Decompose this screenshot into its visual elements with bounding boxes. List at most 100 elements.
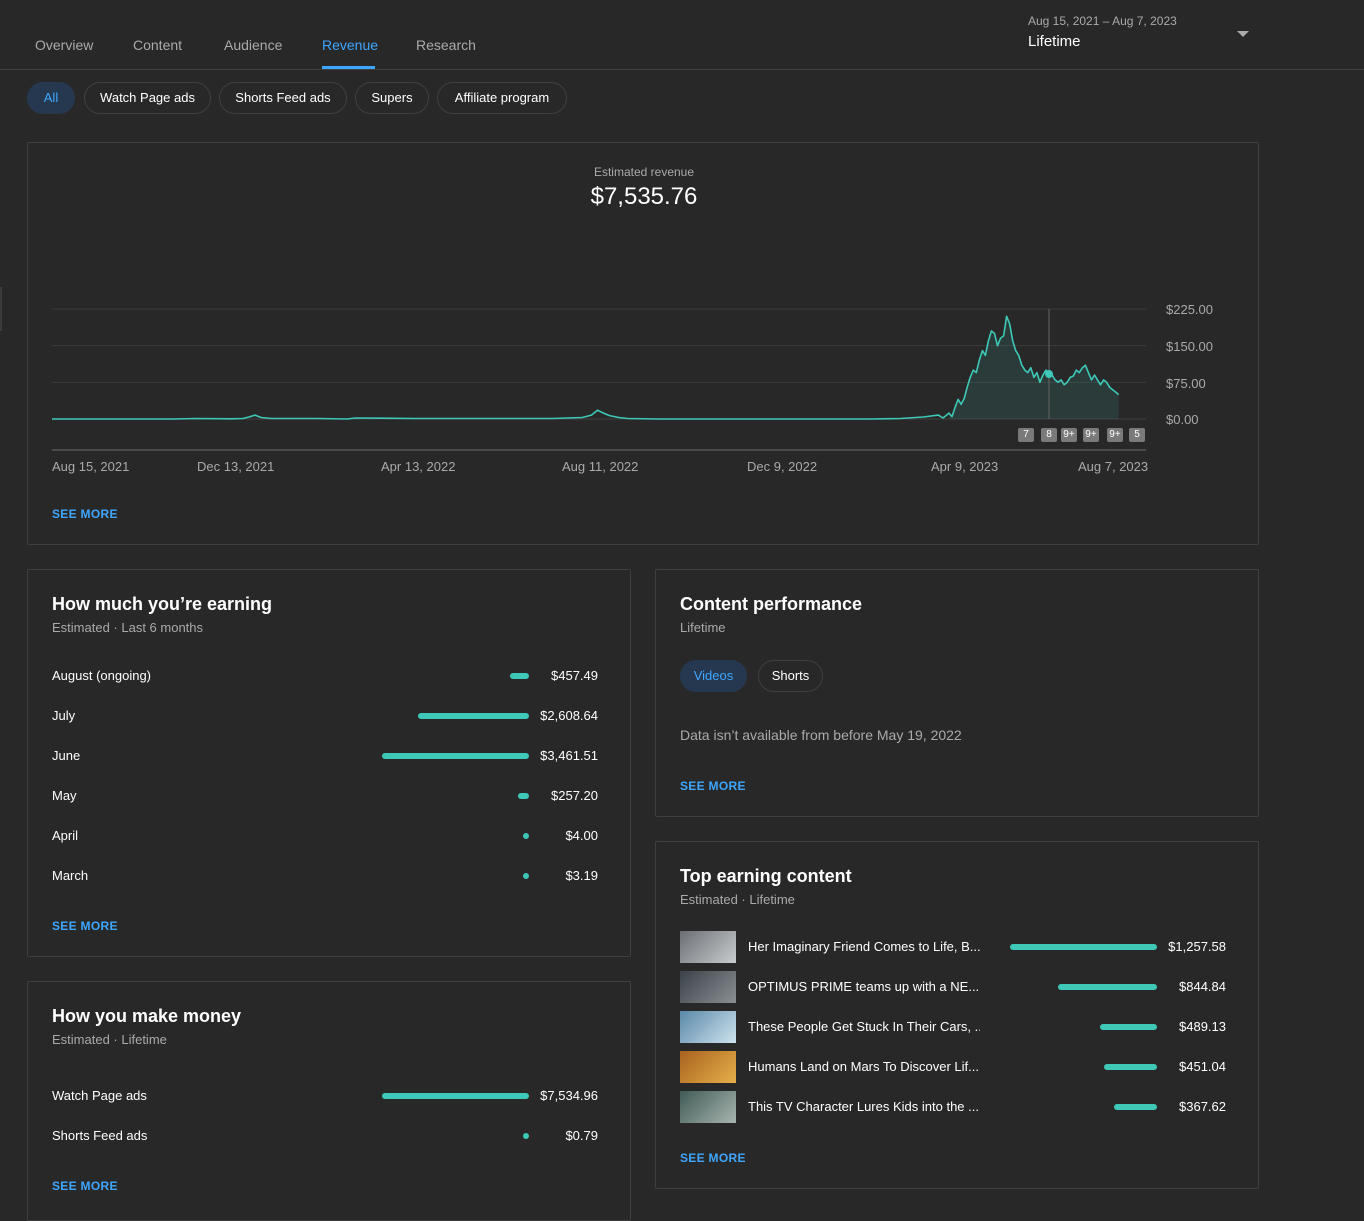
- make-money-see-more-link[interactable]: SEE MORE: [52, 1179, 118, 1193]
- earning-row-label: April: [52, 828, 79, 843]
- revenue-area-fill: [949, 316, 1119, 419]
- x-tick-label: Apr 13, 2022: [381, 459, 456, 474]
- chip-affiliate-program[interactable]: Affiliate program: [437, 82, 567, 114]
- earning-row-value: $2,608.64: [540, 708, 598, 723]
- x-tick-label: Aug 11, 2022: [562, 459, 639, 474]
- metric-label: Estimated revenue: [593, 165, 695, 179]
- date-range-dates: Aug 15, 2021 – Aug 7, 2023: [1028, 14, 1177, 28]
- video-revenue-value: $367.62: [1179, 1099, 1226, 1114]
- video-revenue-value: $844.84: [1179, 979, 1226, 994]
- earning-row-value: $4.00: [565, 828, 598, 843]
- earning-row-bar: [518, 793, 529, 799]
- upload-marker[interactable]: 5: [1129, 428, 1145, 442]
- tab-overview[interactable]: Overview: [35, 37, 94, 53]
- metric-value: $7,535.76: [590, 183, 698, 210]
- content-performance-title: Content performance: [680, 594, 863, 614]
- video-thumbnail[interactable]: [680, 1091, 736, 1123]
- revenue-source-row-value: $0.79: [565, 1128, 598, 1143]
- revenue-source-row-label: Watch Page ads: [52, 1088, 147, 1103]
- earning-row-label: July: [52, 708, 76, 723]
- video-title[interactable]: This TV Character Lures Kids into the ..…: [748, 1099, 979, 1114]
- tab-revenue[interactable]: Revenue: [322, 37, 379, 53]
- earning-row-label: May: [52, 788, 77, 803]
- chevron-down-icon[interactable]: [1237, 31, 1249, 37]
- video-revenue-bar: [1010, 944, 1157, 950]
- revenue-source-row-value: $7,534.96: [540, 1088, 598, 1103]
- y-tick-label: $225.00: [1166, 302, 1213, 317]
- video-revenue-value: $451.04: [1179, 1059, 1226, 1074]
- video-thumbnail[interactable]: [680, 1051, 736, 1083]
- date-range-selector[interactable]: Aug 15, 2021 – Aug 7, 2023 Lifetime: [1028, 14, 1177, 50]
- upload-marker[interactable]: 8: [1041, 428, 1057, 442]
- top-earning-content-card: Top earning content Estimated · Lifetime…: [655, 841, 1259, 1189]
- earning-row-label: August (ongoing): [52, 668, 152, 683]
- chip-all[interactable]: All: [27, 82, 75, 114]
- make-money-card-title: How you make money: [52, 1006, 242, 1026]
- revenue-see-more-link[interactable]: SEE MORE: [52, 507, 118, 521]
- date-range-label: Lifetime: [1028, 33, 1081, 50]
- top-earning-subtitle: Estimated · Lifetime: [680, 892, 795, 907]
- video-revenue-bar: [1058, 984, 1157, 990]
- earning-card: How much you’re earning Estimated · Last…: [27, 569, 631, 957]
- y-tick-label: $75.00: [1166, 376, 1206, 391]
- x-tick-label: Dec 13, 2021: [197, 459, 275, 474]
- video-revenue-bar: [1100, 1024, 1157, 1030]
- revenue-source-row-label: Shorts Feed ads: [52, 1128, 148, 1143]
- video-thumbnail[interactable]: [680, 931, 736, 963]
- revenue-source-row-bar: [523, 1133, 529, 1139]
- video-revenue-bar: [1114, 1104, 1157, 1110]
- tab-audience[interactable]: Audience: [224, 37, 283, 53]
- x-tick-label: Aug 15, 2021: [52, 459, 130, 474]
- chip-shorts[interactable]: Shorts: [758, 660, 823, 692]
- x-tick-label: Apr 9, 2023: [931, 459, 999, 474]
- earning-card-subtitle: Estimated · Last 6 months: [52, 620, 204, 635]
- earning-card-title: How much you’re earning: [52, 594, 273, 614]
- make-money-card-subtitle: Estimated · Lifetime: [52, 1032, 167, 1047]
- video-thumbnail[interactable]: [680, 1011, 736, 1043]
- y-tick-label: $150.00: [1166, 339, 1213, 354]
- upload-marker[interactable]: 9+: [1061, 428, 1077, 442]
- content-performance-see-more-link[interactable]: SEE MORE: [680, 779, 746, 793]
- upload-marker[interactable]: 9+: [1083, 428, 1099, 442]
- earning-row-label: June: [52, 748, 81, 763]
- revenue-series-line: [52, 315, 1120, 420]
- video-revenue-value: $489.13: [1179, 1019, 1226, 1034]
- video-title[interactable]: Her Imaginary Friend Comes to Life, B...: [748, 939, 980, 954]
- tab-research[interactable]: Research: [416, 37, 476, 53]
- upload-marker[interactable]: 9+: [1107, 428, 1123, 442]
- content-performance-subtitle: Lifetime: [680, 620, 726, 635]
- revenue-chart-card: Estimated revenue $7,535.76 SEE MORE: [27, 142, 1259, 545]
- x-tick-label: Aug 7, 2023: [1078, 459, 1149, 474]
- earning-row-bar: [523, 873, 529, 879]
- tab-content[interactable]: Content: [133, 37, 183, 53]
- active-tab-underline: [322, 66, 375, 69]
- video-title[interactable]: Humans Land on Mars To Discover Lif...: [748, 1059, 979, 1074]
- hover-data-point[interactable]: [1045, 370, 1054, 379]
- top-earning-see-more-link[interactable]: SEE MORE: [680, 1151, 746, 1165]
- earning-row-value: $457.49: [551, 668, 598, 683]
- y-tick-label: $0.00: [1166, 412, 1199, 427]
- top-earning-title: Top earning content: [680, 866, 852, 886]
- data-unavailable-message: Data isn’t available from before May 19,…: [680, 727, 962, 743]
- earning-row-bar: [382, 753, 529, 759]
- video-revenue-value: $1,257.58: [1168, 939, 1226, 954]
- earning-row-value: $3,461.51: [540, 748, 598, 763]
- make-money-card: How you make money Estimated · Lifetime …: [27, 981, 631, 1221]
- video-title[interactable]: These People Get Stuck In Their Cars, ..…: [748, 1019, 980, 1034]
- upload-marker[interactable]: 7: [1018, 428, 1034, 442]
- chip-watch-page-ads[interactable]: Watch Page ads: [84, 82, 211, 114]
- earning-row-bar: [510, 673, 529, 679]
- analytics-tab-bar: Overview Content Audience Revenue Resear…: [0, 0, 1364, 70]
- chip-videos[interactable]: Videos: [680, 660, 747, 692]
- video-revenue-bar: [1104, 1064, 1157, 1070]
- earning-row-bar: [418, 713, 529, 719]
- revenue-source-row-bar: [382, 1093, 529, 1099]
- chip-shorts-feed-ads[interactable]: Shorts Feed ads: [219, 82, 347, 114]
- chip-supers[interactable]: Supers: [355, 82, 429, 114]
- earning-row-label: March: [52, 868, 89, 883]
- earning-see-more-link[interactable]: SEE MORE: [52, 919, 118, 933]
- left-edge-scroll-indicator: [0, 287, 2, 331]
- video-thumbnail[interactable]: [680, 971, 736, 1003]
- video-title[interactable]: OPTIMUS PRIME teams up with a NE...: [748, 979, 980, 994]
